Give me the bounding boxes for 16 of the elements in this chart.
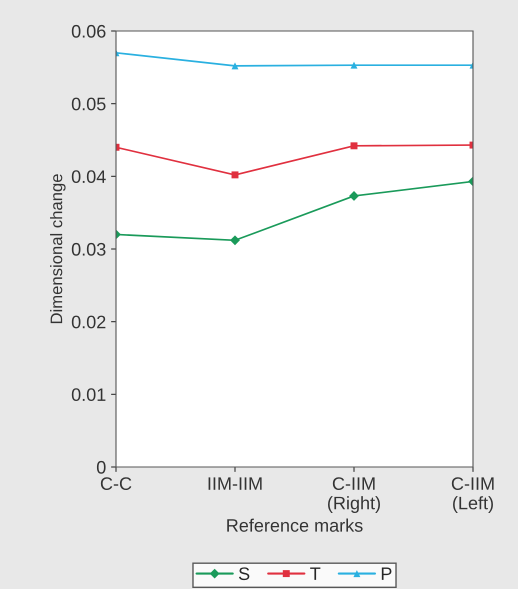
y-tick-label: 0.02 [72, 316, 106, 328]
x-axis-title: Reference marks [227, 518, 363, 532]
legend-label: P [382, 568, 392, 580]
y-tick-label: 0.05 [72, 98, 106, 110]
x-tick-label: C-IIM (Right) [328, 477, 380, 513]
x-tick-label: C-IIM (Left) [452, 477, 494, 513]
legend-label: T [310, 568, 320, 580]
y-tick-label: 0.04 [72, 170, 106, 184]
x-tick-label: C-C [100, 477, 132, 490]
y-tick-label: 0.06 [72, 24, 106, 38]
y-tick-label: 0 [96, 460, 106, 474]
legend-label: S [238, 567, 250, 580]
y-tick-label: 0.03 [72, 242, 106, 256]
x-tick-label: IIM-IIM [208, 477, 262, 490]
y-axis-title: Dimensional change [50, 174, 66, 324]
y-tick-label: 0.01 [72, 388, 106, 402]
